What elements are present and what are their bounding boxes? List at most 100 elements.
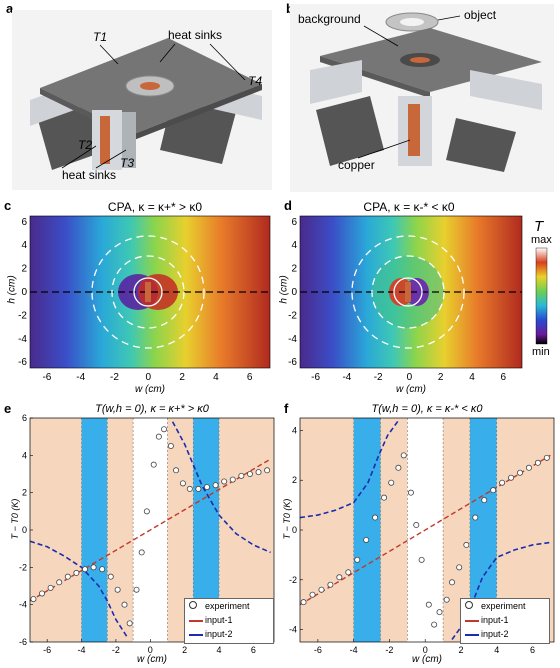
legend-label-input-1: input-1 [205,615,233,625]
legend-item-experiment: experiment [189,601,250,611]
experiment-point [372,514,379,521]
experiment-point [121,601,128,608]
y-tick-label: 2 [292,475,297,485]
y-tick-label: -4 [289,625,297,635]
x-tick-label: 2 [458,645,463,655]
x-tick-label: -6 [311,372,320,383]
legend-marker-input-2 [189,633,203,636]
x-tick-label: -2 [110,372,119,383]
x-tick-label: 0 [146,372,152,383]
blue-region [353,418,381,642]
x-tick-label: -4 [76,372,85,383]
experiment-point [327,581,334,588]
experiment-point [30,596,37,603]
experiment-point [318,586,325,593]
experiment-point [345,569,352,576]
experiment-point [150,461,157,468]
y-tick-label: -4 [288,334,297,345]
panel-a: a T1 heat sinks T4 T2 T3 heat sinks [0,0,280,196]
experiment-point [99,566,106,573]
y-tick-label: 4 [291,240,297,251]
y-tick-label: 2 [22,488,27,498]
experiment-point [161,426,168,433]
legend-label-experiment: experiment [481,601,526,611]
experiment-point [186,485,193,492]
callout-copper: copper [338,158,375,172]
panel-f-xlabel: w (cm) [412,654,442,665]
y-tick-label: -2 [18,310,27,321]
x-tick-label: 0 [407,372,413,383]
x-tick-label: 0 [148,645,153,655]
callout-background: background [298,12,361,26]
y-tick-label: -4 [18,334,27,345]
x-tick-label: 4 [213,372,219,383]
experiment-point [143,508,150,515]
experiment-point [388,479,395,486]
x-tick-label: -6 [42,372,51,383]
legend-marker-input-2 [465,633,479,636]
experiment-point [255,469,262,476]
experiment-point [90,564,97,571]
experiment-point [138,549,145,556]
x-tick-label: 6 [500,372,506,383]
series-input-2-right [451,541,551,640]
y-tick-label: 6 [291,217,297,228]
panel-c-xlabel: w (cm) [135,384,165,395]
colorbar [535,247,548,345]
experiment-point [400,452,407,459]
x-tick-label: 4 [494,645,499,655]
experiment-point [481,497,488,504]
callout-t3: T3 [120,156,135,170]
experiment-point [407,489,414,496]
legend-label-input-2: input-2 [205,629,233,639]
legend-item-input-2: input-2 [465,629,509,639]
x-tick-label: 4 [469,372,475,383]
experiment-point [543,454,550,461]
apparatus-illustration-a [12,10,272,190]
callout-t2: T2 [78,138,93,152]
x-tick-label: 0 [423,645,428,655]
experiment-point [56,579,63,586]
x-tick-label: 2 [438,372,444,383]
experiment-point [443,596,450,603]
y-tick-label: -2 [289,575,297,585]
experiment-point [167,443,174,450]
orange-region [380,418,408,642]
experiment-point [195,485,202,492]
experiment-point [155,433,162,440]
experiment-point [425,601,432,608]
panel-d-ylabel: h (cm) [278,275,290,304]
panel-f-ylabel: T − T0 (K) [282,498,292,540]
experiment-point [107,573,114,580]
x-tick-label: 2 [179,372,185,383]
y-tick-label: 0 [21,287,27,298]
y-tick-label: -2 [19,562,27,572]
experiment-point [264,467,271,474]
experiment-point [133,586,140,593]
legend-marker-input-1 [465,619,479,622]
orange-region [300,418,354,642]
panel-d: d CPA, κ = κ-* < κ0 [278,198,560,398]
y-tick-label: 2 [21,264,27,275]
experiment-point [126,620,133,627]
experiment-point [449,579,456,586]
legend-item-input-1: input-1 [189,615,233,625]
panel-label-e: e [4,401,12,416]
experiment-point [212,482,219,489]
experiment-point [508,474,515,481]
panel-d-xlabel: w (cm) [396,384,426,395]
panel-c: c CPA, κ = κ+* > κ0 [0,198,280,398]
panel-f: f T(w,h = 0), κ = κ-* < κ0 4 2 0 -2 -4 -6 -4 -2… [280,400,560,668]
y-tick-label: 6 [21,217,27,228]
experiment-point [309,591,316,598]
x-tick-label: -6 [43,645,51,655]
experiment-point [354,556,361,563]
y-tick-label: 4 [21,240,27,251]
panel-d-title: CPA, κ = κ-* < κ0 [363,200,455,214]
orange-region [30,418,82,642]
panel-e-title: T(w,h = 0), κ = κ+* > κ0 [95,403,209,415]
callout-object: object [464,8,497,22]
experiment-point [238,472,245,479]
callout-t1: T1 [93,30,108,44]
experiment-point [456,564,463,571]
